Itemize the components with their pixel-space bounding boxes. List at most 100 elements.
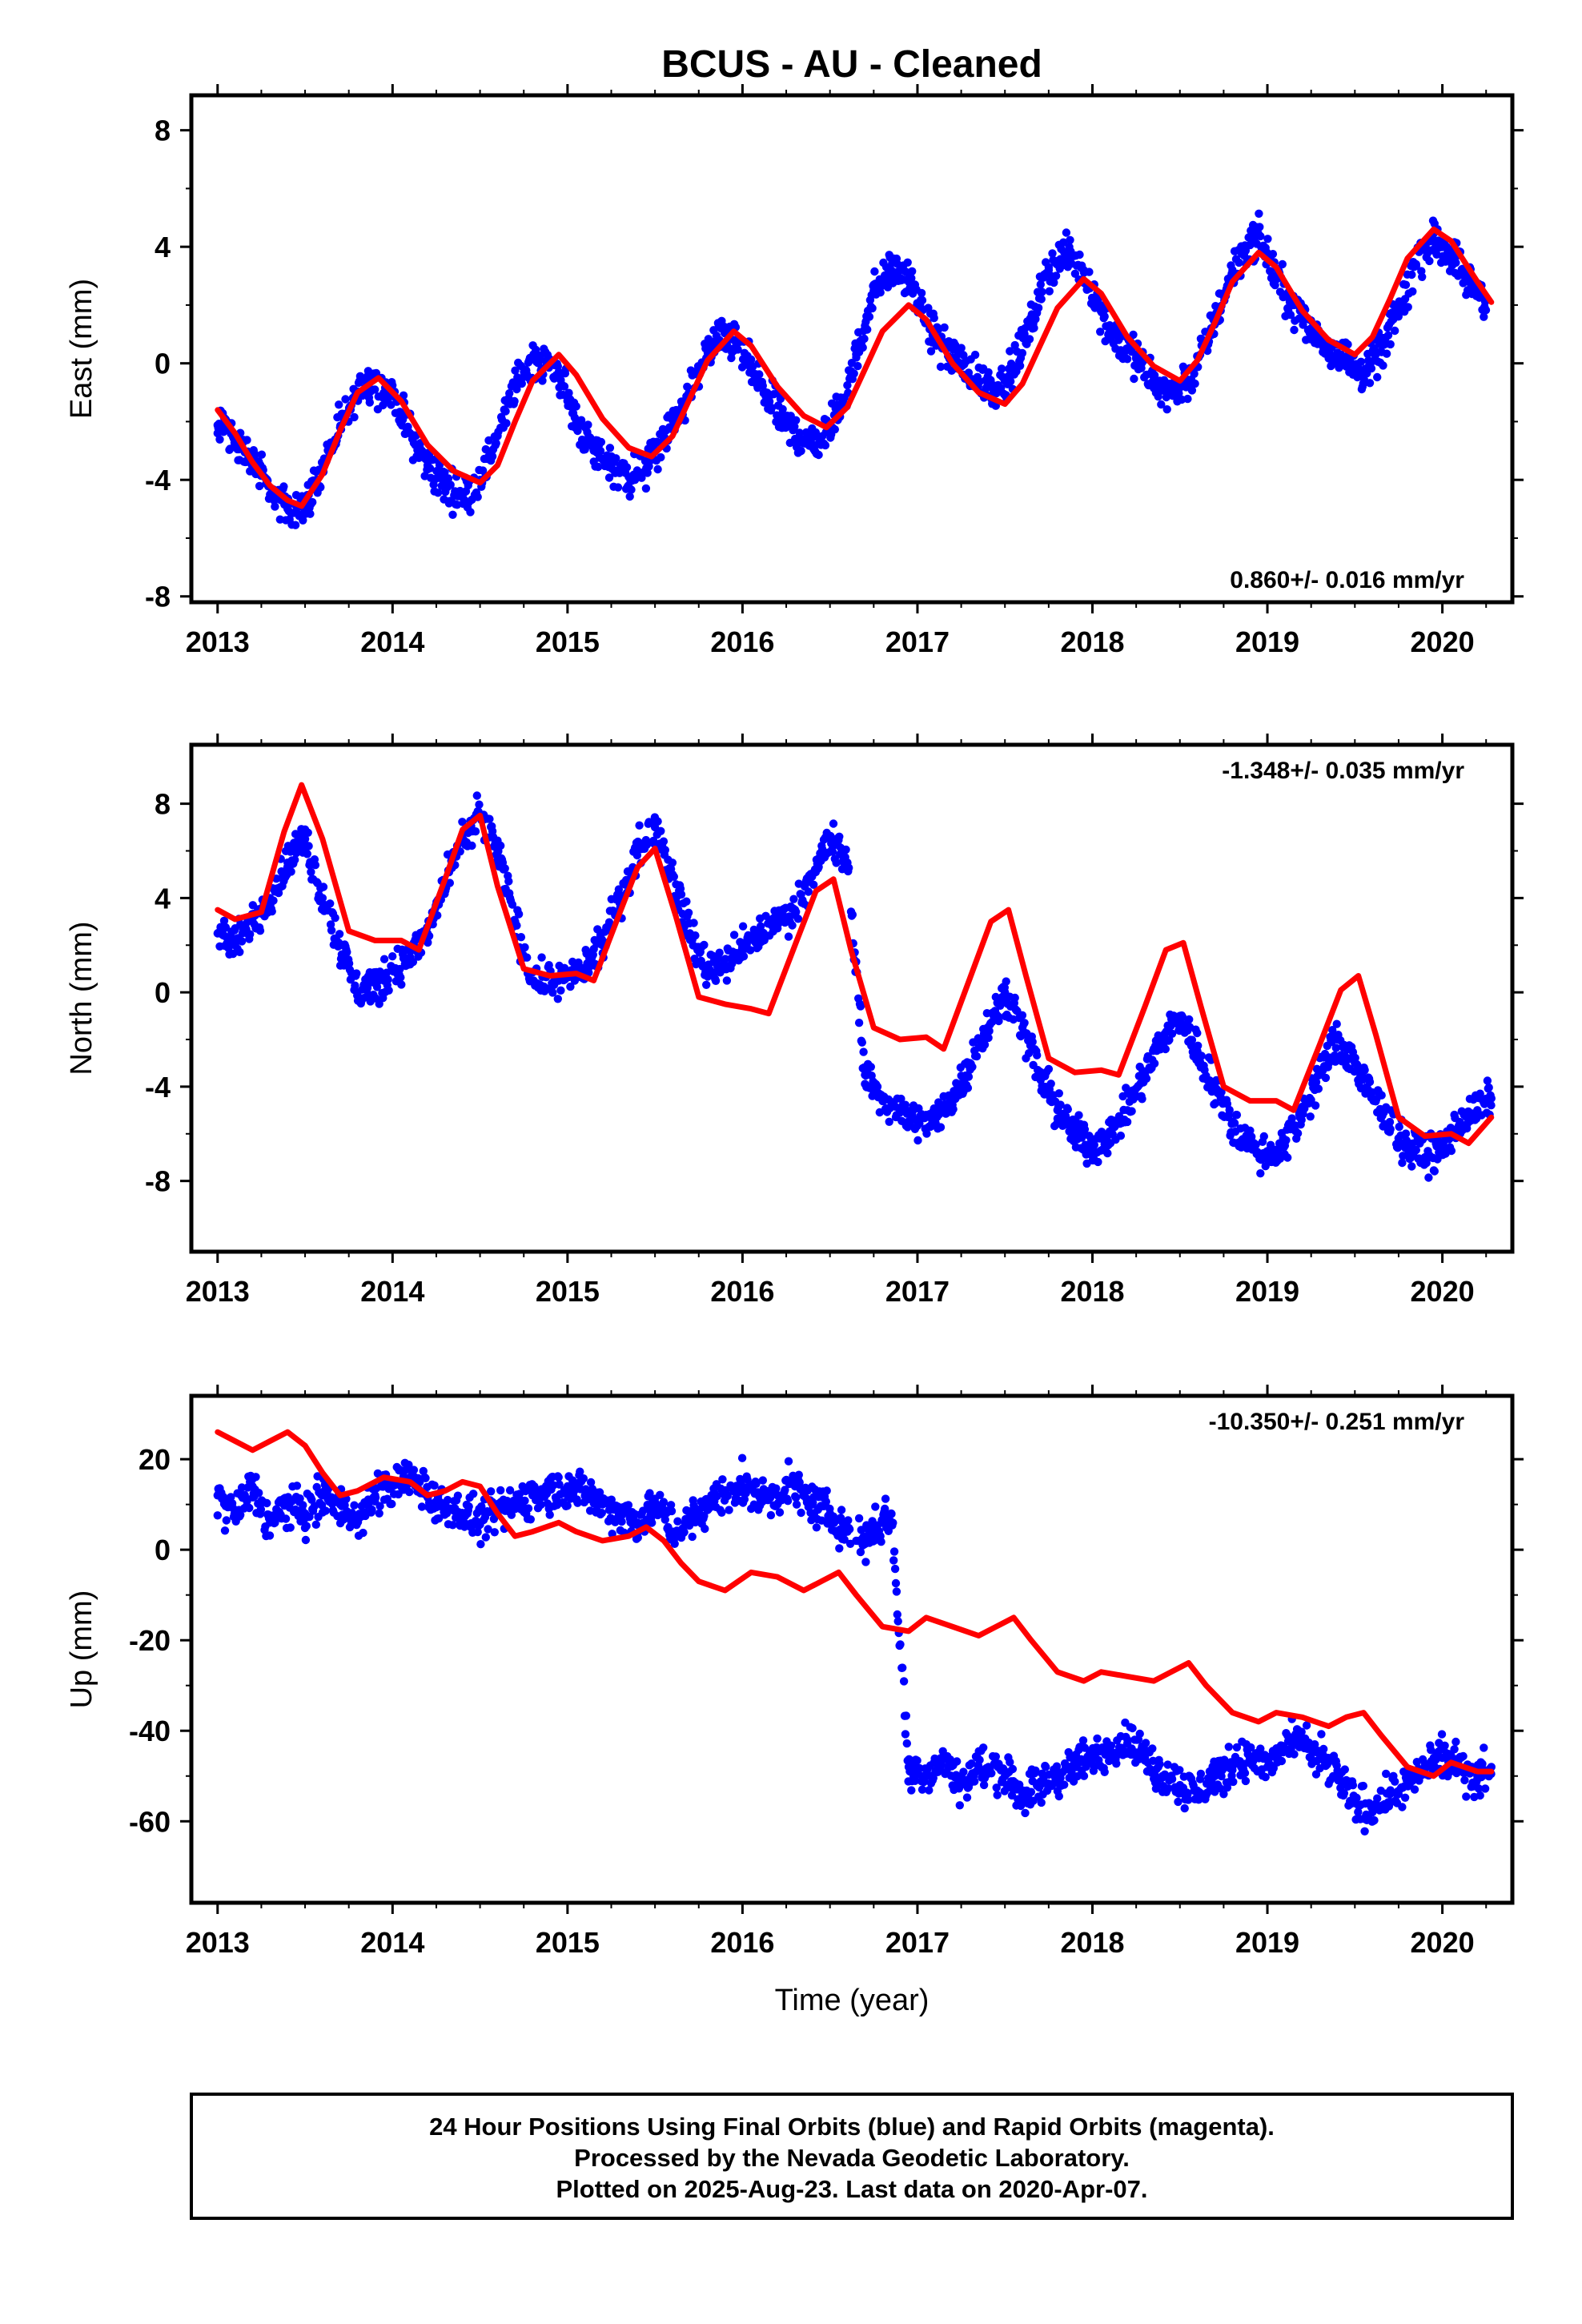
data-point — [327, 926, 336, 935]
data-point — [1373, 1794, 1382, 1803]
data-point — [1340, 1765, 1350, 1774]
data-point — [1263, 235, 1272, 243]
data-point — [299, 1501, 307, 1510]
data-point — [352, 969, 361, 978]
data-point — [826, 831, 835, 841]
data-point — [659, 1498, 669, 1506]
data-point — [653, 464, 662, 474]
data-point — [758, 1476, 767, 1485]
data-point — [504, 877, 513, 886]
data-point — [756, 922, 765, 931]
data-point — [1036, 280, 1046, 289]
data-point — [1424, 1173, 1433, 1182]
data-point — [700, 940, 709, 950]
data-point — [1183, 394, 1192, 404]
data-point — [1224, 1743, 1234, 1751]
data-point — [213, 1511, 222, 1520]
data-point — [221, 923, 231, 932]
data-point — [1150, 1059, 1159, 1068]
data-point — [778, 404, 787, 414]
data-point — [854, 1514, 864, 1523]
data-point — [1367, 364, 1376, 373]
data-point — [1020, 1019, 1029, 1027]
data-point — [1365, 1077, 1375, 1087]
data-point — [876, 288, 885, 297]
data-point — [854, 1019, 864, 1027]
data-point — [797, 446, 805, 456]
data-point — [987, 1769, 996, 1778]
data-point — [669, 872, 678, 882]
data-point — [955, 1801, 965, 1810]
data-point — [1425, 256, 1434, 266]
data-point — [281, 1514, 291, 1523]
data-point — [444, 474, 453, 483]
data-point — [469, 1490, 478, 1498]
data-point — [471, 827, 480, 836]
data-point — [383, 975, 392, 984]
data-point — [520, 943, 529, 952]
data-point — [1155, 1759, 1164, 1769]
data-point — [1150, 371, 1159, 380]
data-point — [873, 1082, 882, 1092]
data-point — [972, 1051, 982, 1061]
data-point — [548, 988, 557, 997]
data-point — [680, 1528, 689, 1537]
data-point — [1452, 1737, 1460, 1747]
data-point — [979, 1743, 988, 1752]
data-point — [246, 930, 255, 939]
data-point — [1130, 374, 1138, 384]
data-point — [809, 880, 818, 890]
data-point — [1060, 1780, 1069, 1789]
data-point — [440, 468, 449, 477]
data-point — [299, 516, 307, 525]
data-point — [804, 887, 813, 896]
data-point — [421, 1474, 430, 1483]
data-point — [304, 842, 313, 850]
data-point — [890, 1564, 900, 1574]
data-point — [1232, 1111, 1242, 1120]
data-point — [1079, 1771, 1089, 1780]
x-tick-label: 2014 — [360, 1926, 424, 1959]
data-point — [940, 323, 949, 332]
data-point — [1382, 349, 1391, 358]
data-point — [860, 334, 869, 344]
data-point — [255, 481, 264, 491]
data-point — [554, 1473, 563, 1482]
data-point — [747, 355, 756, 364]
data-point — [835, 832, 844, 842]
y-tick-label: 4 — [155, 882, 171, 915]
data-point — [458, 818, 467, 826]
x-tick-label: 2020 — [1411, 1275, 1475, 1308]
data-point — [425, 464, 435, 472]
data-point — [1447, 1146, 1456, 1156]
data-point — [397, 980, 406, 989]
data-point — [755, 370, 764, 379]
data-point — [1407, 1162, 1416, 1171]
data-point — [237, 937, 247, 946]
data-point — [1370, 1815, 1379, 1825]
data-point — [269, 896, 278, 905]
data-point — [825, 1504, 834, 1514]
data-point — [605, 444, 615, 452]
data-point — [1038, 287, 1046, 296]
data-point — [784, 932, 793, 941]
data-point — [1006, 347, 1014, 356]
data-point — [1078, 1736, 1088, 1745]
data-point — [517, 379, 526, 388]
data-point — [1025, 335, 1034, 344]
data-point — [1037, 1798, 1046, 1807]
data-point — [957, 344, 966, 352]
data-point — [1093, 1734, 1102, 1743]
data-point — [1411, 262, 1421, 271]
x-tick-label: 2017 — [885, 1275, 950, 1308]
data-point — [1085, 267, 1094, 276]
data-point — [1062, 228, 1071, 237]
data-point — [1187, 386, 1197, 395]
data-point — [1403, 303, 1412, 312]
data-point — [350, 412, 359, 422]
data-point — [889, 1556, 898, 1565]
data-point — [1103, 1148, 1112, 1158]
data-point — [1410, 1785, 1419, 1794]
data-point — [263, 1498, 271, 1508]
data-point — [291, 521, 300, 529]
